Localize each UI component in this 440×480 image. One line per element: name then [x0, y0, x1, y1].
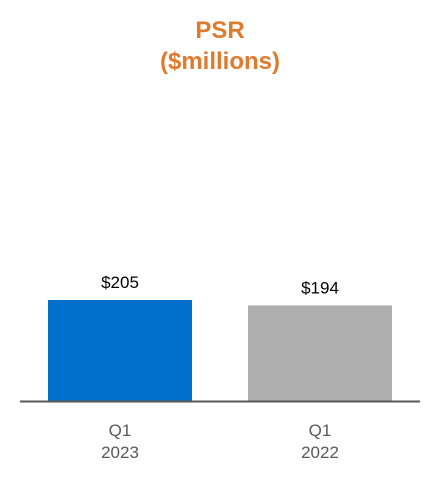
chart-subtitle: ($millions) — [159, 48, 280, 75]
bar-q1-2022 — [248, 305, 392, 401]
data-label: $194 — [301, 278, 339, 297]
x-tick-label: 2022 — [301, 443, 339, 462]
x-tick-label: Q1 — [309, 421, 332, 440]
x-tick-label: Q1 — [109, 421, 132, 440]
x-tick-label: 2023 — [101, 443, 139, 462]
bar-q1-2023 — [48, 300, 192, 401]
chart-title: PSR — [195, 17, 245, 44]
data-label: $205 — [101, 273, 139, 292]
